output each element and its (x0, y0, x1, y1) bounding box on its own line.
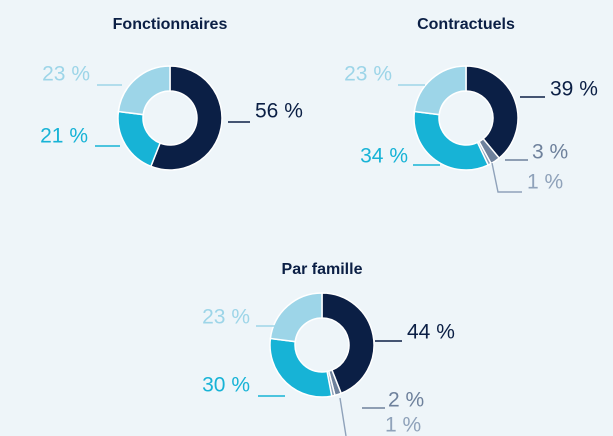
value-label: 21 % (40, 125, 88, 148)
value-label: 23 % (202, 306, 250, 329)
value-label: 56 % (255, 100, 303, 123)
value-label: 1 % (385, 414, 421, 436)
leader-line (491, 162, 522, 193)
value-label: 3 % (532, 141, 568, 164)
value-label: 39 % (550, 78, 598, 101)
chart-title: Par famille (282, 261, 363, 278)
value-label: 2 % (388, 389, 424, 412)
donut-segment (117, 65, 171, 116)
chart-title: Contractuels (417, 16, 515, 33)
donut-segment (269, 337, 333, 398)
chart-title: Fonctionnaires (113, 16, 228, 33)
value-label: 34 % (360, 145, 408, 168)
leader-line (339, 397, 347, 436)
value-label: 23 % (344, 63, 392, 86)
donut-segment (149, 65, 223, 171)
donut-segment (413, 65, 467, 116)
value-label: 44 % (407, 321, 455, 344)
donut-segment (269, 292, 323, 343)
donut-segment (465, 65, 519, 160)
value-label: 1 % (527, 171, 563, 194)
donut-segment (413, 110, 490, 171)
value-label: 30 % (202, 374, 250, 397)
value-label: 23 % (42, 63, 90, 86)
donut-segment (321, 292, 375, 395)
